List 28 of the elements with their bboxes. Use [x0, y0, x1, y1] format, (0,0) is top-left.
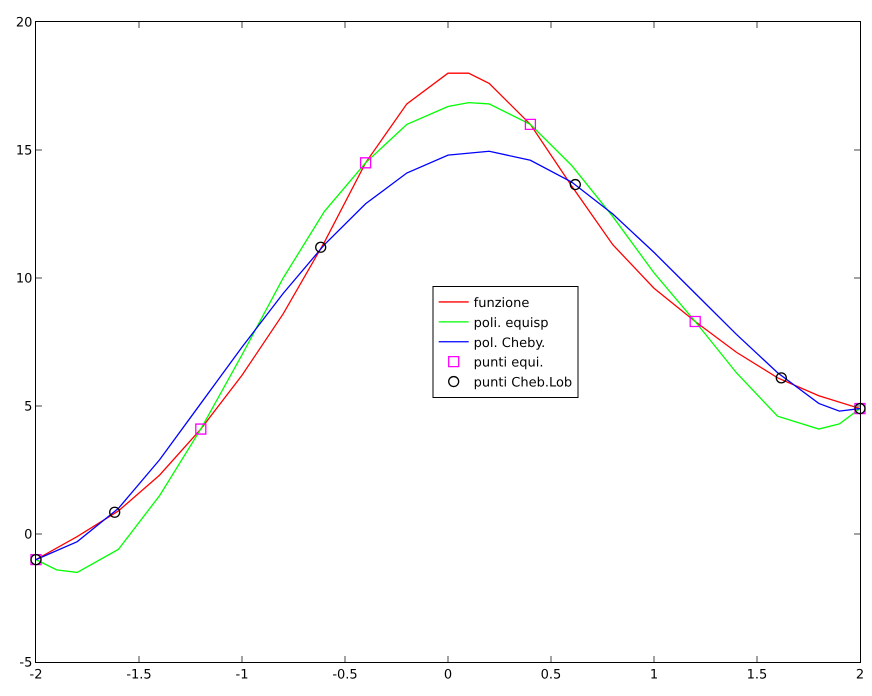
y-tick-label: 10: [16, 272, 32, 287]
x-tick-label: 1: [650, 668, 658, 683]
legend-label: punti equi.: [474, 356, 544, 371]
x-tick-label: -0.5: [332, 668, 358, 683]
point: [776, 372, 787, 384]
x-tick-label: -1: [236, 668, 248, 683]
point: [315, 242, 326, 253]
point: [109, 506, 120, 518]
legend-label: punti Cheb.Lob: [474, 376, 572, 391]
point: [195, 423, 206, 435]
point: [524, 118, 536, 130]
x-tick-label: -2: [30, 668, 42, 683]
legend-label: poli. equisp: [474, 316, 549, 331]
legend-label: funzione: [474, 296, 530, 312]
point: [570, 178, 581, 190]
y-tick-label: 20: [16, 16, 32, 31]
y-tick-label: 0: [24, 528, 32, 543]
x-tick-label: 0.5: [540, 668, 562, 683]
point: [360, 157, 372, 168]
y-tick-label: 5: [24, 400, 32, 415]
x-tick-label: -1.5: [126, 668, 152, 683]
point: [690, 316, 701, 328]
x-tick-label: 0: [444, 668, 452, 683]
y-tick-label: 15: [16, 144, 32, 159]
legend-label: pol. Cheby.: [474, 336, 546, 351]
x-tick-label: 2: [856, 668, 864, 683]
x-tick-label: 1.5: [746, 668, 768, 683]
y-tick-label: -5: [19, 656, 32, 671]
